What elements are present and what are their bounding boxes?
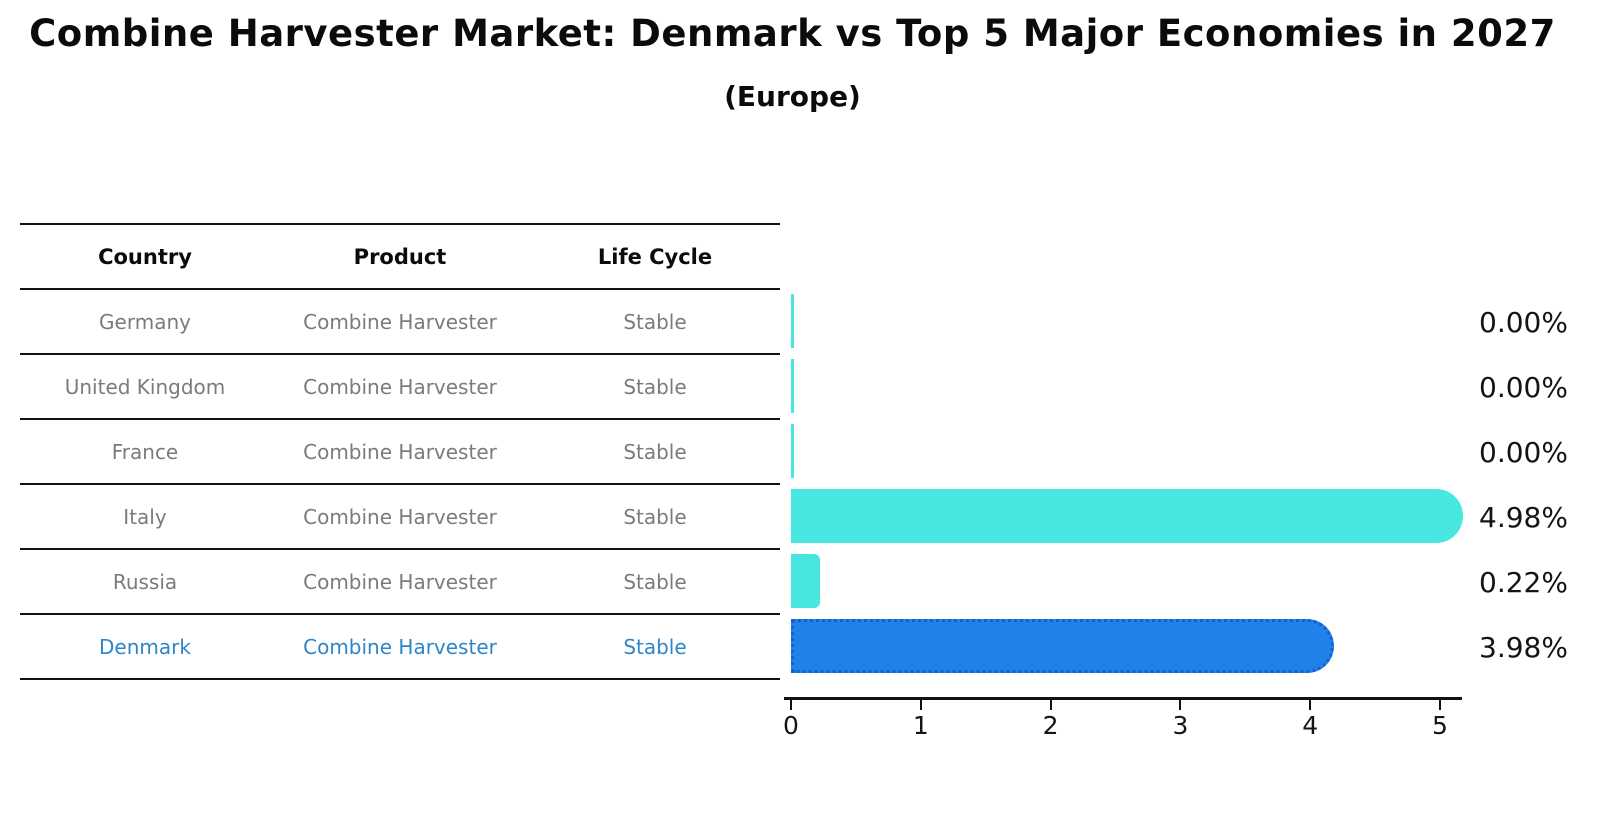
value-label-denmark: 3.98% — [1479, 630, 1568, 664]
life-cycle-cell: Stable — [623, 634, 687, 659]
life-cycle-cell: Stable — [623, 374, 687, 399]
chart-title: Combine Harvester Market: Denmark vs Top… — [29, 12, 1556, 55]
column-header-country: Country — [98, 244, 192, 269]
bar-germany — [791, 293, 794, 348]
country-cell: Denmark — [99, 634, 191, 659]
chart-subtitle: (Europe) — [724, 80, 861, 113]
x-axis-tick-label-3: 3 — [1172, 711, 1189, 740]
table-row-italy: Italy Combine Harvester Stable — [20, 484, 780, 549]
product-cell: Combine Harvester — [303, 374, 497, 399]
product-cell: Combine Harvester — [303, 504, 497, 529]
bar-italy — [791, 488, 1464, 543]
country-table: Country Product Life Cycle Germany Combin… — [20, 223, 780, 680]
country-cell: Germany — [99, 309, 191, 334]
country-cell: France — [111, 439, 179, 464]
x-axis-line — [784, 697, 1462, 700]
country-cell: Russia — [112, 569, 178, 594]
life-cycle-cell: Stable — [623, 569, 687, 594]
product-cell: Combine Harvester — [303, 634, 497, 659]
table-row-denmark: Denmark Combine Harvester Stable — [20, 614, 780, 679]
country-cell: United Kingdom — [64, 374, 226, 399]
x-axis-tick-3 — [1179, 699, 1182, 710]
product-cell: Combine Harvester — [303, 309, 497, 334]
life-cycle-cell: Stable — [623, 309, 687, 334]
product-cell: Combine Harvester — [303, 439, 497, 464]
x-axis-tick-label-1: 1 — [912, 711, 929, 740]
value-label-france: 0.00% — [1479, 435, 1568, 469]
x-axis-tick-label-4: 4 — [1302, 711, 1319, 740]
column-header-product: Product — [353, 244, 447, 269]
bar-denmark — [791, 618, 1334, 673]
table-row-united-kingdom: United Kingdom Combine Harvester Stable — [20, 354, 780, 419]
value-label-italy: 4.98% — [1479, 500, 1568, 534]
table-header-row: Country Product Life Cycle — [20, 224, 780, 289]
value-label-germany: 0.00% — [1479, 305, 1568, 339]
life-cycle-cell: Stable — [623, 504, 687, 529]
country-cell: Italy — [123, 504, 167, 529]
x-axis-tick-5 — [1439, 699, 1441, 710]
product-cell: Combine Harvester — [303, 569, 497, 594]
value-label-united-kingdom: 0.00% — [1479, 370, 1568, 404]
value-label-russia: 0.22% — [1479, 565, 1568, 599]
bar-russia — [791, 553, 820, 608]
bar-france — [791, 423, 794, 478]
x-axis-tick-0 — [790, 699, 792, 710]
bar-united-kingdom — [791, 358, 794, 413]
table-row-france: France Combine Harvester Stable — [20, 419, 780, 484]
x-axis-tick-label-0: 0 — [783, 711, 799, 740]
x-axis-tick-1 — [919, 699, 922, 710]
x-axis-tick-label-5: 5 — [1432, 711, 1448, 740]
x-axis-tick-2 — [1049, 699, 1052, 710]
table-row-russia: Russia Combine Harvester Stable — [20, 549, 780, 614]
table-row-germany: Germany Combine Harvester Stable — [20, 289, 780, 354]
column-header-life-cycle: Life Cycle — [597, 244, 713, 269]
x-axis-tick-4 — [1309, 699, 1312, 710]
life-cycle-cell: Stable — [623, 439, 687, 464]
x-axis-tick-label-2: 2 — [1042, 711, 1059, 740]
